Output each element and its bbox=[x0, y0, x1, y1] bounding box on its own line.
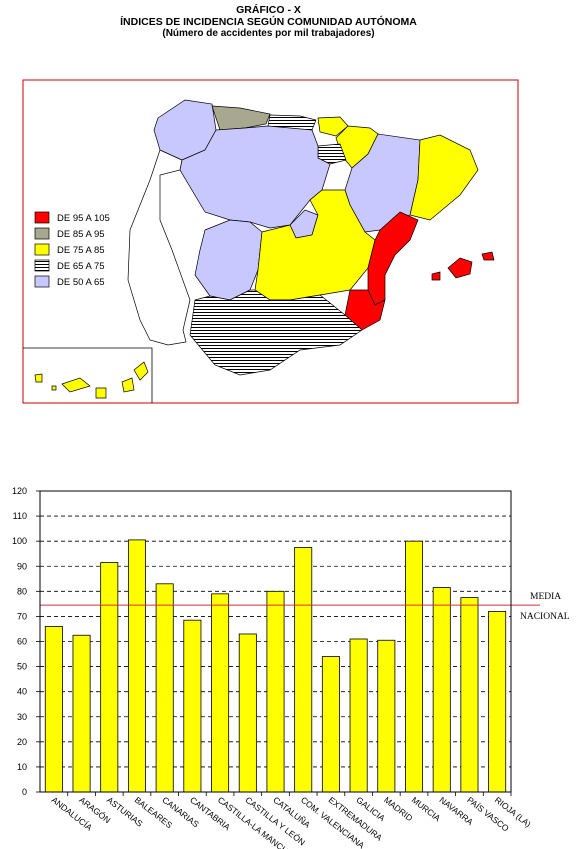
y-tick-label: 10 bbox=[17, 762, 27, 772]
legend-swatch-yellow bbox=[34, 243, 50, 256]
bar bbox=[183, 619, 202, 793]
y-tick-label: 50 bbox=[17, 662, 27, 672]
legend-label-2: DE 85 A 95 bbox=[57, 229, 105, 240]
legend-label-5: DE 50 A 65 bbox=[57, 277, 105, 288]
y-tick-label: 120 bbox=[12, 486, 27, 496]
x-category-label: MADRID bbox=[382, 795, 415, 824]
bar bbox=[405, 540, 424, 793]
chart-title: GRÁFICO - X bbox=[236, 4, 301, 16]
x-category-label: GALICIA bbox=[354, 795, 387, 824]
chart-bars bbox=[44, 539, 507, 793]
x-category-label: MURCIA bbox=[410, 795, 443, 824]
bar bbox=[155, 583, 174, 793]
x-category-label: COM. VALENCIANA bbox=[299, 795, 367, 849]
bar bbox=[72, 634, 91, 793]
region-canarias-2 bbox=[61, 377, 91, 393]
y-tick-label: 20 bbox=[17, 737, 27, 747]
x-category-label: CANTABRIA bbox=[188, 795, 232, 833]
legend-swatch-lavender bbox=[34, 275, 50, 288]
map-legend: DE 95 A 105 DE 85 A 95 DE 75 A 85 DE 65 … bbox=[34, 211, 110, 288]
region-andalucia bbox=[189, 289, 363, 376]
bar bbox=[488, 611, 507, 793]
region-canarias-1 bbox=[34, 373, 43, 383]
region-baleares bbox=[447, 257, 473, 279]
x-category-label: NAVARRA bbox=[438, 795, 476, 828]
x-category-label: CATALUÑA bbox=[271, 795, 312, 830]
legend-label-3: DE 75 A 85 bbox=[57, 245, 105, 256]
x-category-label: PAÍS VASCO bbox=[465, 795, 511, 834]
ref-label-1: MEDIA bbox=[530, 592, 561, 602]
bar bbox=[460, 597, 479, 793]
y-tick-label: 70 bbox=[17, 611, 27, 621]
region-canarias-5 bbox=[133, 361, 149, 381]
region-canarias-6 bbox=[51, 385, 57, 391]
y-axis-ticks: 0 10 20 30 40 50 60 70 80 90 100 110 120 bbox=[12, 486, 40, 797]
reference-line-group: MEDIA NACIONAL bbox=[40, 592, 570, 622]
x-category-label: ARAGÓN bbox=[77, 795, 112, 826]
y-tick-label: 40 bbox=[17, 687, 27, 697]
legend-label-4: DE 65 A 75 bbox=[57, 261, 105, 272]
bar bbox=[266, 590, 285, 793]
spain-map: DE 95 A 105 DE 85 A 95 DE 75 A 85 DE 65 … bbox=[22, 79, 519, 404]
legend-label-1: DE 95 A 105 bbox=[57, 213, 110, 224]
y-tick-label: 0 bbox=[22, 787, 27, 797]
chart-subtitle: ÍNDICES DE INCIDENCIA SEGÚN COMUNIDAD AU… bbox=[120, 16, 417, 28]
region-baleares-menorca bbox=[481, 251, 495, 261]
x-category-label: CASTILLA Y LEÓN bbox=[244, 795, 308, 848]
y-tick-label: 110 bbox=[13, 511, 27, 521]
bar bbox=[238, 633, 257, 793]
bar bbox=[127, 539, 146, 793]
region-canarias-3 bbox=[95, 387, 107, 399]
bar bbox=[44, 626, 63, 793]
y-tick-label: 100 bbox=[12, 536, 27, 546]
plot-area bbox=[39, 490, 512, 793]
bar bbox=[377, 639, 396, 793]
x-category-label: ANDALUCÍA bbox=[50, 795, 95, 833]
region-cataluna bbox=[409, 134, 479, 221]
bar bbox=[211, 593, 230, 793]
x-category-label: ASTURIAS bbox=[105, 795, 145, 829]
x-category-label: RIOJA (LA) bbox=[493, 795, 533, 829]
ref-label-2: NACIONAL bbox=[520, 612, 570, 622]
x-axis-labels: ANDALUCÍAARAGÓNASTURIASBALEARESCANARIASC… bbox=[50, 792, 533, 849]
x-category-label: CASTILLA-LA MANCHA bbox=[216, 795, 295, 849]
bar bbox=[294, 547, 313, 793]
legend-swatch-stripes bbox=[34, 259, 50, 272]
legend-swatch-red bbox=[34, 211, 50, 224]
x-category-label: EXTREMADURA bbox=[327, 795, 385, 843]
canarias-inset-frame bbox=[23, 347, 153, 403]
bar bbox=[100, 562, 119, 793]
bar bbox=[432, 587, 451, 793]
region-castilla-leon bbox=[179, 125, 331, 229]
region-baleares-ibiza bbox=[431, 271, 441, 281]
region-canarias-4 bbox=[121, 377, 135, 393]
y-tick-label: 60 bbox=[17, 637, 27, 647]
y-tick-label: 30 bbox=[17, 712, 27, 722]
y-tick-label: 80 bbox=[17, 586, 27, 596]
portugal-region bbox=[127, 149, 191, 346]
x-category-label: BALEARES bbox=[133, 795, 175, 831]
bar bbox=[321, 656, 340, 793]
chart-note: (Número de accidentes por mil trabajador… bbox=[162, 28, 375, 39]
chart-gridlines bbox=[40, 515, 511, 768]
legend-swatch-olive bbox=[34, 227, 50, 240]
x-category-label: CANARIAS bbox=[160, 795, 201, 830]
bar bbox=[349, 638, 368, 793]
region-pais-vasco bbox=[317, 116, 349, 137]
y-tick-label: 90 bbox=[17, 561, 27, 571]
